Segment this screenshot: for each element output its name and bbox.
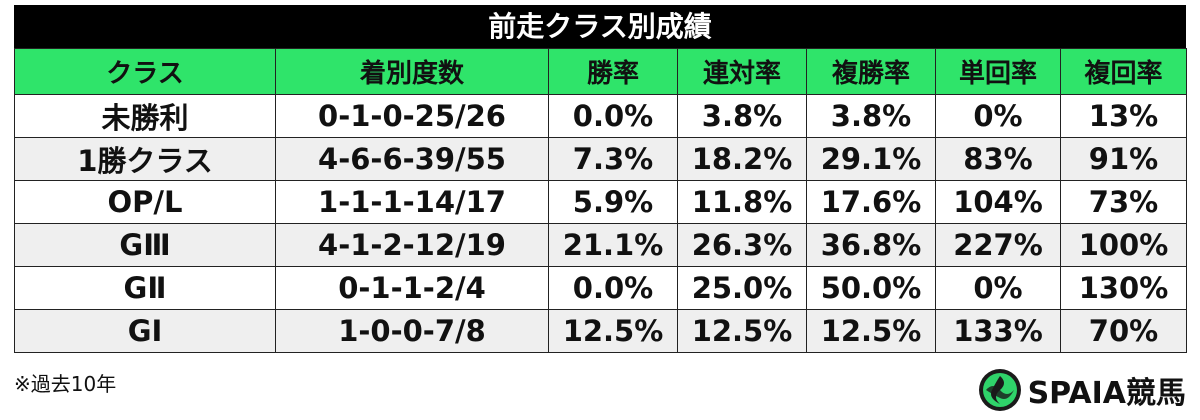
row-label: GⅡ — [14, 266, 276, 310]
table-cell: 26.3% — [677, 223, 807, 267]
table-cell: 0-1-0-25/26 — [275, 94, 549, 138]
column-header: 連対率 — [677, 48, 807, 95]
table-cell: 104% — [935, 180, 1061, 224]
table-row: OP/L 1-1-1-14/17 5.9% 11.8% 17.6% 104% 73% — [14, 180, 1187, 224]
table-cell: 133% — [935, 309, 1061, 353]
table-cell: 5.9% — [548, 180, 678, 224]
table-cell: 73% — [1060, 180, 1187, 224]
table-cell: 12.5% — [806, 309, 936, 353]
logo-text: SPAIA競馬 — [1027, 376, 1186, 411]
table-cell: 227% — [935, 223, 1061, 267]
table-cell: 18.2% — [677, 137, 807, 181]
logo-icon — [978, 369, 1021, 411]
table-cell: 0-1-1-2/4 — [275, 266, 549, 310]
row-label: 1勝クラス — [14, 137, 276, 181]
table-cell: 1-1-1-14/17 — [275, 180, 549, 224]
column-header: 勝率 — [548, 48, 678, 95]
table-row: GⅢ 4-1-2-12/19 21.1% 26.3% 36.8% 227% 100% — [14, 223, 1187, 267]
table-cell: 29.1% — [806, 137, 936, 181]
table-cell: 11.8% — [677, 180, 807, 224]
table-cell: 130% — [1060, 266, 1187, 310]
table-cell: 7.3% — [548, 137, 678, 181]
results-table: クラス 着別度数 勝率 連対率 複勝率 単回率 複回率 未勝利 0-1-0-25/26 0.0%… — [14, 48, 1187, 353]
table-cell: 50.0% — [806, 266, 936, 310]
table-cell: 3.8% — [677, 94, 807, 138]
row-label: GⅠ — [14, 309, 276, 353]
table-cell: 0% — [935, 266, 1061, 310]
table-cell: 4-6-6-39/55 — [275, 137, 549, 181]
table-row: GⅡ 0-1-1-2/4 0.0% 25.0% 50.0% 0% 130% — [14, 266, 1187, 310]
table-row: 1勝クラス 4-6-6-39/55 7.3% 18.2% 29.1% 83% 91% — [14, 137, 1187, 181]
column-header: 着別度数 — [275, 48, 549, 95]
column-header: 複勝率 — [806, 48, 936, 95]
table-cell: 0.0% — [548, 266, 678, 310]
table-cell: 3.8% — [806, 94, 936, 138]
table-cell: 0.0% — [548, 94, 678, 138]
table-cell: 12.5% — [677, 309, 807, 353]
table-body: 未勝利 0-1-0-25/26 0.0% 3.8% 3.8% 0% 13% 1勝クラス 4-6-… — [14, 94, 1187, 353]
column-header: 複回率 — [1060, 48, 1187, 95]
row-label: 未勝利 — [14, 94, 276, 138]
table-cell: 12.5% — [548, 309, 678, 353]
table-cell: 0% — [935, 94, 1061, 138]
table-cell: 1-0-0-7/8 — [275, 309, 549, 353]
table-title: 前走クラス別成績 — [14, 5, 1186, 48]
column-header: クラス — [14, 48, 276, 95]
column-header: 単回率 — [935, 48, 1061, 95]
table-cell: 4-1-2-12/19 — [275, 223, 549, 267]
table-cell: 91% — [1060, 137, 1187, 181]
row-label: GⅢ — [14, 223, 276, 267]
header-row: クラス 着別度数 勝率 連対率 複勝率 単回率 複回率 — [14, 48, 1187, 95]
table-cell: 70% — [1060, 309, 1187, 353]
table-row: GⅠ 1-0-0-7/8 12.5% 12.5% 12.5% 133% 70% — [14, 309, 1187, 353]
table-cell: 13% — [1060, 94, 1187, 138]
table-cell: 83% — [935, 137, 1061, 181]
logo: SPAIA競馬 — [978, 368, 1186, 412]
table-cell: 17.6% — [806, 180, 936, 224]
footnote: ※過去10年 — [14, 372, 117, 396]
table-cell: 100% — [1060, 223, 1187, 267]
table-cell: 25.0% — [677, 266, 807, 310]
table-cell: 21.1% — [548, 223, 678, 267]
table-cell: 36.8% — [806, 223, 936, 267]
row-label: OP/L — [14, 180, 276, 224]
table-row: 未勝利 0-1-0-25/26 0.0% 3.8% 3.8% 0% 13% — [14, 94, 1187, 138]
